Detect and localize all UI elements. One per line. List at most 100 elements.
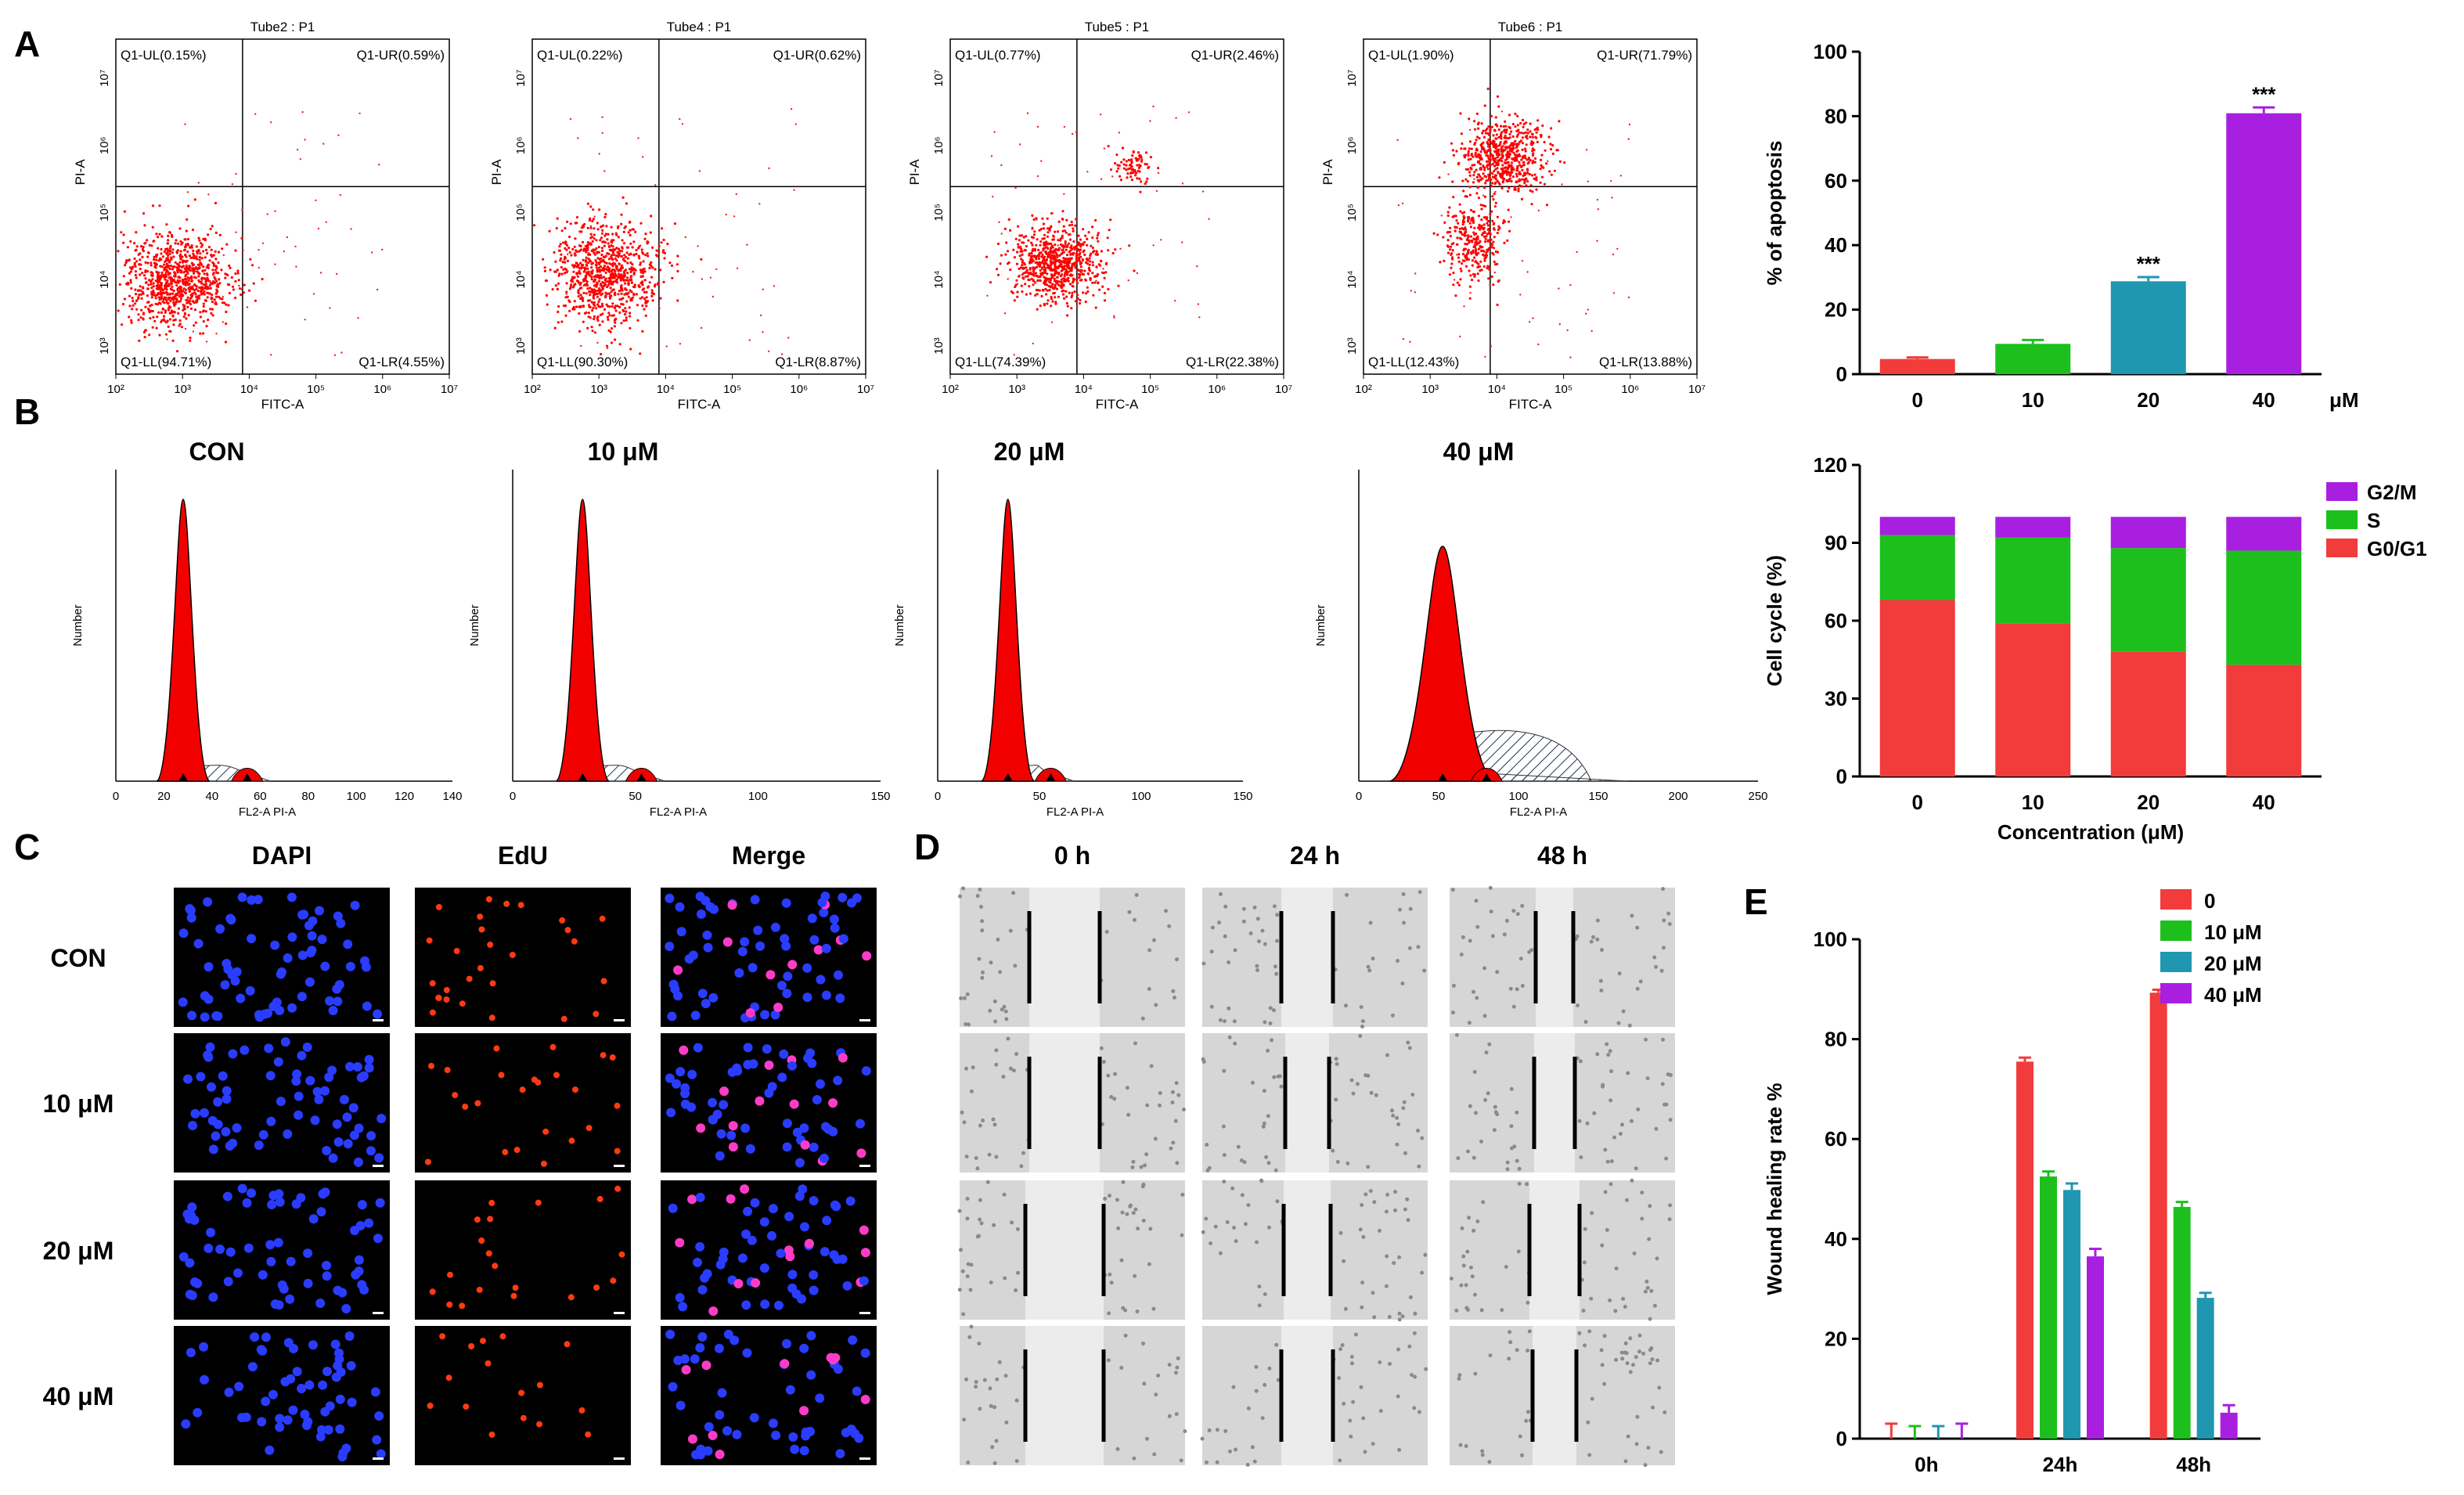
flow-event-dot: [165, 252, 168, 255]
flow-event-dot: [608, 305, 611, 308]
flow-event-dot: [156, 279, 159, 283]
flow-event-dot: [1484, 182, 1487, 185]
x-axis-label: FITC-A: [1509, 397, 1552, 412]
flow-event-dot: [1483, 240, 1487, 243]
cell-speck: [1406, 1218, 1410, 1223]
cell-nucleus: [799, 1123, 809, 1133]
flow-event-dot: [120, 231, 123, 234]
flow-event-dot: [1487, 173, 1490, 176]
flow-event-dot: [620, 254, 623, 258]
cell-nucleus: [325, 996, 335, 1006]
flow-event-dot: [167, 301, 170, 304]
flow-event-dot: [1505, 171, 1508, 175]
flow-event-dot: [246, 306, 249, 308]
cell-nucleus: [722, 1426, 732, 1436]
flow-event-dot: [543, 269, 547, 272]
cell-nucleus: [189, 1215, 200, 1225]
x-axis-label: FITC-A: [261, 397, 304, 412]
cell-speck: [975, 1234, 980, 1239]
flow-event-dot: [1109, 218, 1112, 222]
cell-speck: [1219, 892, 1223, 896]
cell-nucleus: [740, 937, 750, 947]
cell-nucleus: [835, 1449, 845, 1459]
flow-event-dot: [1076, 243, 1079, 247]
cell-nucleus: [297, 950, 308, 960]
flow-event-dot: [725, 213, 727, 216]
flow-event-dot: [1134, 174, 1137, 177]
flow-event-dot: [169, 287, 172, 290]
cell-nucleus: [536, 1421, 543, 1428]
cell-nucleus: [489, 980, 496, 987]
flow-event-dot: [190, 277, 193, 280]
flow-event-dot: [155, 232, 158, 236]
cell-nucleus: [178, 997, 188, 1007]
flow-event-dot: [571, 247, 575, 250]
flow-event-dot: [376, 288, 379, 291]
cell-speck: [1451, 1010, 1455, 1015]
cell-nucleus: [838, 892, 848, 902]
flow-event-dot: [1079, 279, 1082, 282]
flow-event-dot: [1402, 337, 1405, 340]
flow-event-dot: [1084, 261, 1088, 264]
flow-event-dot: [601, 287, 605, 290]
flow-event-dot: [1450, 142, 1454, 145]
flow-event-dot: [654, 283, 657, 286]
flow-event-dot: [566, 295, 569, 298]
flow-event-dot: [1475, 175, 1479, 178]
cell-speck: [1372, 1315, 1377, 1320]
cell-nucleus: [809, 1196, 819, 1205]
cell-nucleus: [294, 1110, 304, 1120]
flow-event-dot: [1537, 343, 1540, 346]
cell-speck: [1133, 917, 1137, 922]
flow-event-dot: [642, 156, 644, 158]
cell-nucleus: [240, 1045, 250, 1055]
flow-event-dot: [197, 280, 201, 283]
flow-event-dot: [128, 304, 131, 308]
flow-event-dot: [155, 287, 158, 290]
cell-nucleus: [791, 1289, 802, 1299]
flow-event-dot: [153, 291, 156, 294]
flow-event-dot: [1075, 131, 1078, 133]
flow-event-dot: [1515, 150, 1518, 153]
flow-event-dot: [557, 321, 560, 324]
flow-event-dot: [1529, 321, 1531, 323]
flow-event-dot: [1044, 250, 1047, 254]
flow-event-dot: [150, 290, 153, 294]
flow-event-dot: [1535, 131, 1538, 134]
flow-event-dot: [1119, 178, 1122, 182]
flow-event-dot: [1046, 263, 1049, 266]
flow-event-dot: [1044, 287, 1047, 290]
flow-event-dot: [1527, 160, 1530, 164]
cell-speck: [1418, 890, 1422, 895]
flow-event-dot: [133, 242, 136, 245]
flow-event-dot: [618, 305, 621, 308]
flow-event-dot: [1477, 196, 1480, 200]
cell-nucleus: [446, 1301, 453, 1308]
cell-speck: [1589, 939, 1594, 944]
flow-event-dot: [131, 304, 135, 307]
flow-event-dot: [153, 240, 156, 243]
quadrant-ur-label: Q1-UR(2.46%): [1191, 48, 1279, 63]
flow-event-dot: [1130, 178, 1133, 182]
flow-event-dot: [606, 347, 609, 350]
flow-event-dot: [1475, 155, 1479, 158]
flow-event-dot: [643, 287, 646, 290]
flow-event-dot: [270, 354, 272, 356]
cell-nucleus: [520, 1414, 527, 1421]
flow-event-dot: [762, 331, 764, 333]
cell-speck: [1015, 1227, 1020, 1231]
flow-event-dot: [1132, 150, 1135, 153]
flow-event-dot: [237, 279, 240, 282]
flow-event-dot: [1074, 300, 1077, 303]
flow-event-dot: [236, 269, 240, 272]
flow-event-dot: [1558, 160, 1562, 163]
flow-event-dot: [1479, 167, 1482, 170]
flow-event-dot: [1054, 302, 1057, 305]
cell-nucleus: [207, 1082, 216, 1092]
cell-nucleus: [593, 1010, 600, 1018]
flow-event-dot: [1062, 266, 1065, 269]
cell-nucleus: [665, 1073, 675, 1083]
flow-event-dot: [140, 297, 143, 300]
flow-event-dot: [629, 315, 632, 318]
